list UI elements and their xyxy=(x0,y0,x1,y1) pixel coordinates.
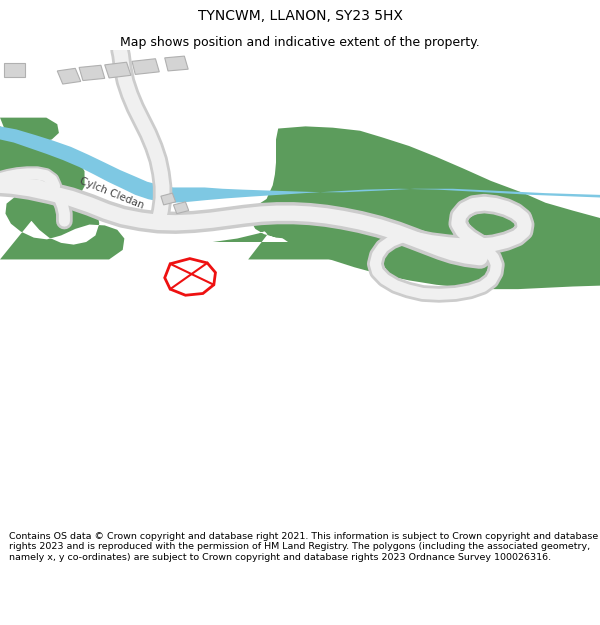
Polygon shape xyxy=(0,118,59,142)
Polygon shape xyxy=(4,63,25,77)
Polygon shape xyxy=(132,59,159,74)
Text: TYNCWM, LLANON, SY23 5HX: TYNCWM, LLANON, SY23 5HX xyxy=(197,9,403,23)
Polygon shape xyxy=(165,56,188,71)
Polygon shape xyxy=(263,126,600,289)
Polygon shape xyxy=(173,202,189,214)
Polygon shape xyxy=(57,68,81,84)
Polygon shape xyxy=(0,126,124,259)
Polygon shape xyxy=(105,62,131,78)
Text: Map shows position and indicative extent of the property.: Map shows position and indicative extent… xyxy=(120,36,480,49)
Polygon shape xyxy=(213,195,494,259)
Polygon shape xyxy=(161,193,176,205)
Polygon shape xyxy=(308,158,447,206)
Text: Cylch Cledan: Cylch Cledan xyxy=(78,176,145,211)
Polygon shape xyxy=(0,126,600,202)
Polygon shape xyxy=(79,65,105,81)
Text: Contains OS data © Crown copyright and database right 2021. This information is : Contains OS data © Crown copyright and d… xyxy=(9,532,598,562)
